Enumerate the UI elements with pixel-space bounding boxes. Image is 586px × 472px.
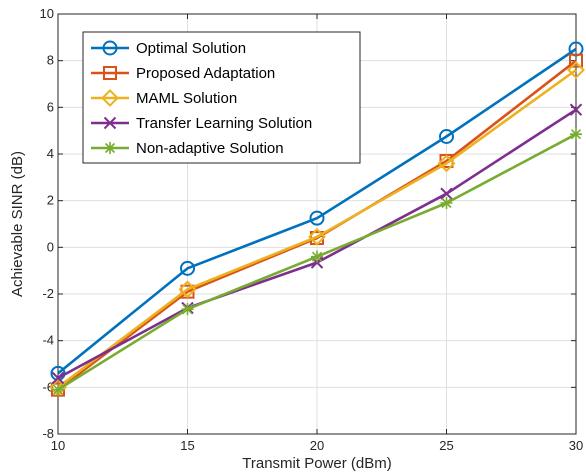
data-point (569, 103, 583, 116)
legend-label: Optimal Solution (136, 40, 246, 57)
y-tick-label: 0 (47, 239, 54, 254)
legend-item: Proposed Adaptation (91, 65, 275, 82)
series-layer (49, 41, 585, 397)
y-tick-label: -8 (42, 426, 54, 441)
y-tick-label: 10 (40, 6, 54, 21)
data-point (181, 303, 194, 316)
legend-swatch-marker (103, 116, 117, 130)
y-tick-label: 6 (47, 99, 54, 114)
y-tick-label: 4 (47, 146, 54, 161)
plot-area-border (57, 13, 577, 435)
legend: Optimal Solution Proposed Adaptation MAML … (82, 31, 361, 164)
y-tick-label: -6 (42, 379, 54, 394)
data-point (180, 260, 195, 276)
data-point (178, 280, 197, 299)
y-axis-label: Achievable SINR (dB) (9, 151, 26, 297)
data-point (309, 210, 325, 226)
series-non-adaptive-solution (52, 128, 582, 396)
legend-label: Transfer Learning Solution (136, 115, 312, 132)
data-point (570, 128, 582, 141)
legend-item: Optimal Solution (91, 40, 246, 57)
data-point (569, 53, 583, 68)
x-tick-label: 30 (569, 438, 583, 453)
legend-label: Proposed Adaptation (136, 65, 275, 82)
data-point (51, 371, 65, 385)
legend-swatch-marker (102, 40, 118, 56)
data-point (440, 197, 453, 209)
x-tick-label: 25 (439, 438, 453, 453)
series-line (57, 47, 577, 375)
data-point (440, 187, 453, 200)
data-point (308, 227, 326, 246)
legend-item: Non-adaptive Solution (91, 140, 284, 157)
legend-label: MAML Solution (136, 90, 237, 107)
y-tick-label: -2 (42, 286, 54, 301)
legend-swatch-marker (104, 142, 116, 154)
y-tick-label: 8 (47, 53, 54, 68)
legend-swatch-marker (101, 89, 119, 107)
x-tick-label: 15 (180, 438, 194, 453)
data-point (437, 154, 456, 173)
y-tick-label: -4 (42, 333, 54, 348)
data-point (311, 250, 323, 263)
axis-ticks: 10 15 20 25 30 -8 -6 -4 -2 0 2 4 6 8 10 (40, 6, 584, 453)
y-tick-label: 2 (47, 193, 54, 208)
data-point (439, 129, 454, 144)
data-point (52, 383, 64, 396)
legend-label: Non-adaptive Solution (136, 140, 284, 157)
data-point (567, 61, 585, 79)
legend-box (82, 31, 361, 164)
series-line (57, 68, 577, 389)
x-tick-label: 10 (51, 438, 65, 453)
legend-item: Transfer Learning Solution (91, 115, 312, 132)
x-axis-label: Transmit Power (dBm) (242, 455, 391, 472)
legend-swatch-marker (103, 66, 117, 80)
legend-item: MAML Solution (91, 89, 237, 107)
x-tick-label: 20 (310, 438, 324, 453)
